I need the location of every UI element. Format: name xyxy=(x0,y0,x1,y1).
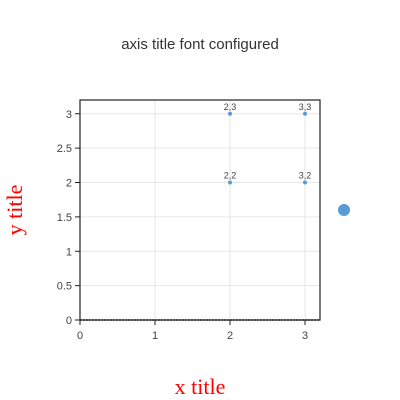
x-axis-ticks: 0 1 2 3 xyxy=(77,320,308,342)
plot-area-frame xyxy=(79,99,321,321)
data-label: 3,3 xyxy=(299,102,312,112)
y-tick-label: 3 xyxy=(66,109,72,121)
data-point[interactable] xyxy=(303,180,307,185)
data-label: 2,2 xyxy=(224,171,237,181)
chart-title: axis title font configured xyxy=(121,36,279,53)
y-tick-label: 0 xyxy=(66,315,72,327)
legend-marker[interactable] xyxy=(338,204,350,216)
data-point[interactable] xyxy=(303,111,307,116)
y-tick-label: 0.5 xyxy=(57,281,72,293)
y-tick-label: 1.5 xyxy=(57,212,72,224)
y-tick-label: 2.5 xyxy=(57,143,72,155)
x-tick-label: 0 xyxy=(77,330,83,342)
y-tick-label: 2 xyxy=(66,178,72,190)
x-tick-label: 2 xyxy=(227,330,233,342)
data-labels: 2,3 3,3 2,2 3,2 xyxy=(224,102,312,181)
grid-lines xyxy=(80,100,320,320)
data-label: 2,3 xyxy=(224,102,237,112)
data-label: 3,2 xyxy=(299,171,312,181)
y-axis-title: y title xyxy=(2,185,27,236)
x-axis-title: x title xyxy=(175,374,226,399)
data-point[interactable] xyxy=(228,180,232,185)
x-tick-label: 1 xyxy=(152,330,158,342)
data-point[interactable] xyxy=(228,111,232,116)
data-points xyxy=(228,111,307,185)
y-tick-label: 1 xyxy=(66,246,72,258)
y-axis-ticks: 0 0.5 1 1.5 2 2.5 3 xyxy=(57,109,80,327)
x-tick-label: 3 xyxy=(302,330,308,342)
